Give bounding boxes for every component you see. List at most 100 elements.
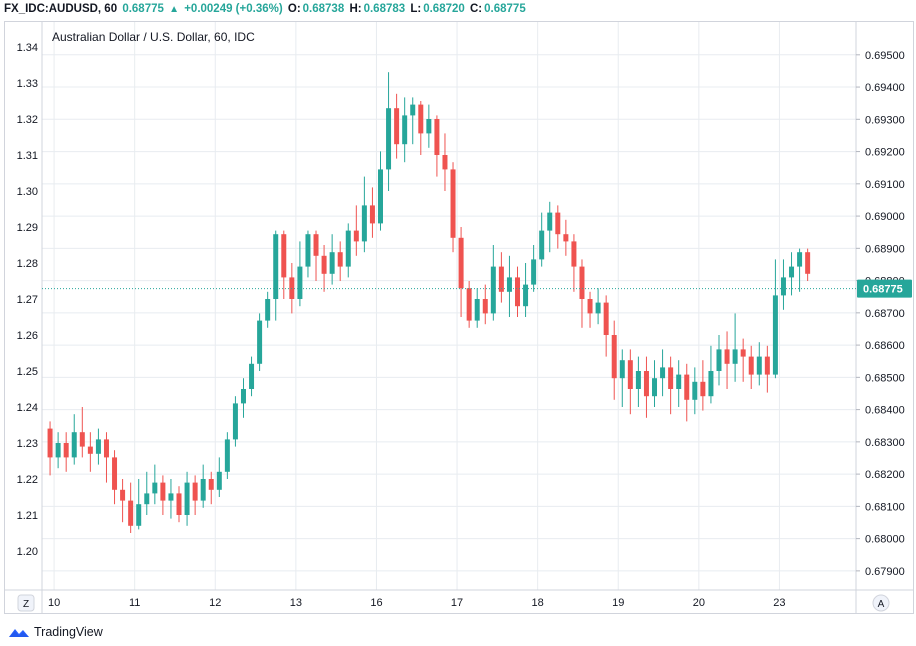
footer-brand: TradingView [34,625,103,639]
auto-scale-left-button[interactable] [17,594,35,612]
candle-body [748,356,754,375]
candle-body [353,230,359,242]
left-tick-label: 1.21 [17,510,38,522]
candle-up [660,349,666,397]
candle-down [684,363,690,422]
candle-body [716,349,722,371]
candle-body [265,299,271,321]
candle-up [265,291,271,328]
right-tick-label: 0.69000 [865,211,905,223]
zoom-button-label: Z [23,599,29,610]
candle-down [337,241,343,281]
candle-up [426,104,432,148]
right-tick-label: 0.67900 [865,566,905,578]
right-tick-label: 0.68700 [865,308,905,320]
candles [47,72,811,533]
candle-body [249,363,255,389]
tradingview-logo-icon [9,629,29,637]
candle-down [450,162,456,253]
candle-up [184,471,190,526]
candle-body [136,504,142,526]
candle-down [587,291,593,328]
left-tick-label: 1.33 [17,78,38,90]
candle-body [660,367,666,379]
candle-up [523,263,529,317]
candle-body [313,234,319,256]
candle-body [71,432,77,458]
candle-up [474,288,480,328]
candle-body [224,439,230,472]
left-tick-label: 1.30 [17,186,38,198]
close-value: 0.68775 [484,3,526,15]
candle-up [329,234,335,285]
candle-body [152,482,158,494]
right-tick-label: 0.69200 [865,147,905,159]
candle-body [410,104,416,116]
chart-svg[interactable]: 0.67900 0.68000 0.68100 0.68200 0.68300 0.684… [4,21,914,614]
candle-down [160,475,166,515]
candle-up [716,335,722,386]
candle-down [313,230,319,281]
candle-body [418,104,424,134]
open-label: O: [287,3,301,15]
candle-up [168,479,174,519]
candle-body [208,479,214,490]
candle-up [789,252,795,296]
candle-body [257,320,263,364]
candle-body [506,277,512,292]
candle-body [603,302,609,335]
candle-body [426,119,432,134]
candle-body [676,374,682,389]
candle-up [200,464,206,508]
candle-down [611,320,617,400]
candle-up [257,313,263,371]
candle-body [450,169,456,238]
candle-down [571,234,577,292]
candle-up [305,230,311,278]
low-value: 0.68720 [423,3,465,15]
chart-title: Australian Dollar / U.S. Dollar, 60, IDC [52,30,255,44]
time-tick-label: 16 [370,597,382,609]
candle-body [345,230,351,267]
candle-up [531,245,537,292]
candle-up [224,432,230,479]
candle-down [442,133,448,191]
auto-scale-button[interactable] [872,594,890,612]
candle-body [120,489,126,501]
left-tick-label: 1.31 [17,150,38,162]
candle-down [353,205,359,256]
candle-body [700,381,706,397]
candle-body [434,119,440,155]
candle-down [563,219,569,256]
time-tick-label: 10 [48,597,60,609]
candle-body [635,371,641,389]
candle-body [627,360,633,389]
up-arrow-icon: ▲ [169,4,179,15]
left-tick-label: 1.22 [17,474,38,486]
candle-down [192,475,198,515]
candle-down [498,252,504,303]
right-tick-label: 0.69100 [865,179,905,191]
low-label: L: [410,3,422,15]
candle-down [805,248,811,281]
candle-body [668,367,674,389]
candle-body [474,299,480,321]
time-tick-label: 20 [693,597,705,609]
chart-frame[interactable]: 0.67900 0.68000 0.68100 0.68200 0.68300 0.684… [4,21,914,614]
candle-body [402,115,408,145]
close-label: C: [470,3,483,15]
candle-down [418,101,424,155]
candle-down [603,295,609,357]
candle-up [676,360,682,407]
last-price-label: 0.68775 [863,284,903,296]
footer[interactable]: TradingView [8,622,103,642]
time-tick-label: 19 [612,597,624,609]
left-tick-label: 1.28 [17,258,38,270]
candle-down [63,432,69,472]
candle-up [95,428,101,465]
candle-up [619,349,625,407]
candle-up [144,471,150,515]
candle-up [772,259,778,379]
candle-body [466,288,472,321]
candle-up [708,345,714,404]
